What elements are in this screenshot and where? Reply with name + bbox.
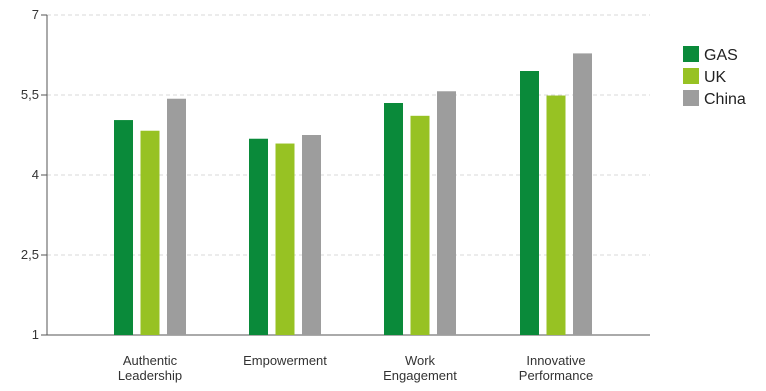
x-category-label-line: Innovative (526, 353, 585, 368)
x-category-label-line: Performance (519, 368, 593, 383)
bar-gas-0 (114, 120, 133, 335)
bar-uk-2 (410, 115, 430, 335)
x-category-label-line: Engagement (383, 368, 457, 383)
x-category-label: Innovative Performance (519, 353, 593, 383)
legend-swatch-uk (683, 68, 699, 84)
bar-uk-1 (275, 143, 295, 335)
x-category-label-line: Leadership (118, 368, 182, 383)
bar-china-2 (437, 91, 456, 336)
bar-china-3 (573, 53, 592, 336)
legend-label-gas: GAS (704, 47, 738, 64)
y-tick-label: 1 (32, 327, 39, 342)
x-category-label: Empowerment (243, 353, 327, 368)
bars (114, 53, 592, 336)
x-category-label: Authentic Leadership (118, 353, 182, 383)
x-category-label-line: Empowerment (243, 353, 327, 368)
bar-china-0 (167, 98, 186, 335)
y-tick-label: 2,5 (21, 247, 39, 262)
bar-uk-0 (140, 130, 160, 335)
y-tick-label: 4 (32, 167, 39, 182)
legend-swatch-gas (683, 46, 699, 62)
x-category-label: Work Engagement (383, 353, 457, 383)
y-tick-label: 5,5 (21, 87, 39, 102)
legend: GAS UK China (683, 46, 746, 108)
x-category-label-line: Authentic (123, 353, 178, 368)
x-category-label-line: Work (405, 353, 436, 368)
y-tick-label: 7 (32, 7, 39, 22)
bar-gas-1 (249, 138, 268, 335)
legend-label-uk: UK (704, 69, 727, 86)
legend-label-china: China (704, 91, 746, 108)
bar-uk-3 (546, 95, 566, 336)
legend-swatch-china (683, 90, 699, 106)
bar-gas-3 (520, 71, 539, 335)
x-axis-labels: Authentic Leadership Empowerment Work Engage… (118, 353, 593, 383)
bar-gas-2 (384, 103, 403, 335)
bar-china-1 (302, 135, 321, 335)
